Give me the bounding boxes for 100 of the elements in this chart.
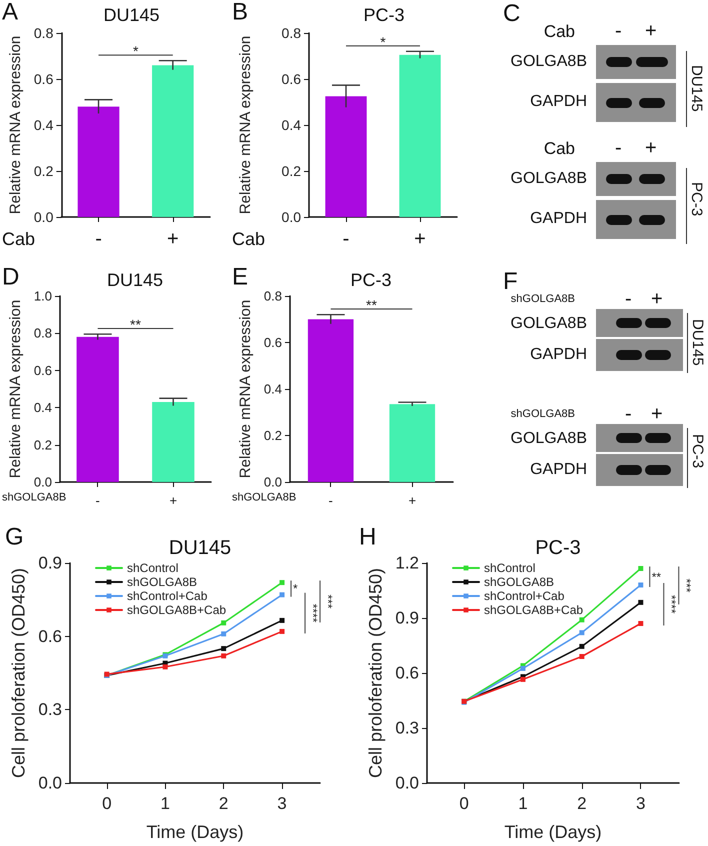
point bbox=[280, 580, 285, 586]
y-tick-label: 1.0 bbox=[34, 288, 52, 304]
y-tick-label: 0.8 bbox=[34, 326, 52, 341]
point bbox=[638, 566, 644, 571]
legend-label: shControl+Cab bbox=[127, 589, 208, 603]
y-tick-label: 0.3 bbox=[395, 718, 419, 738]
point bbox=[638, 621, 644, 626]
annotation: **** bbox=[306, 604, 320, 623]
text: + bbox=[651, 288, 663, 310]
text: GAPDH bbox=[530, 210, 587, 227]
y-tick-label: 0.2 bbox=[34, 163, 54, 179]
x-tick-label: 0 bbox=[459, 794, 469, 813]
point bbox=[638, 600, 644, 605]
text: GAPDH bbox=[530, 93, 587, 110]
text: GAPDH bbox=[530, 461, 587, 478]
text: H bbox=[359, 524, 376, 550]
point bbox=[638, 582, 644, 588]
y-axis-title: Relative mRNA expression bbox=[7, 36, 24, 214]
text: - bbox=[615, 137, 622, 159]
text: - bbox=[615, 20, 622, 42]
x-axis-title: Time (Days) bbox=[504, 822, 602, 842]
x-tick-label: 1 bbox=[518, 794, 528, 813]
text: *** bbox=[321, 594, 336, 609]
point bbox=[520, 676, 526, 682]
y-tick-label: 0.9 bbox=[38, 554, 62, 572]
text: Cab bbox=[544, 22, 575, 40]
y-tick-label: 0.4 bbox=[282, 117, 302, 133]
point bbox=[221, 653, 226, 658]
chart-title: PC-3 bbox=[350, 270, 392, 290]
x-tick-label: + bbox=[414, 228, 426, 250]
text: shGOLGA8B bbox=[510, 408, 575, 420]
y-tick-label: 0.0 bbox=[34, 209, 54, 225]
x-tick-label: + bbox=[166, 228, 179, 250]
point bbox=[221, 620, 226, 626]
text: GOLGA8B bbox=[510, 315, 587, 332]
text: DU145 bbox=[688, 65, 705, 112]
chart-title: DU145 bbox=[106, 270, 164, 290]
x-axis-title: shGOLGA8B bbox=[232, 492, 296, 504]
y-tick-label: 0.0 bbox=[34, 474, 52, 490]
x-tick-label: - bbox=[328, 493, 333, 508]
y-tick-label: 0.6 bbox=[34, 362, 52, 378]
y-axis-title: Relative mRNA expression bbox=[7, 300, 24, 478]
annotation: ** bbox=[130, 316, 142, 333]
text: + bbox=[651, 403, 663, 425]
annotation: * bbox=[293, 582, 298, 596]
y-tick-label: 0.2 bbox=[34, 437, 52, 452]
y-axis-title: Relative mRNA expression bbox=[237, 36, 254, 214]
text: GOLGA8B bbox=[510, 53, 587, 70]
text: - bbox=[625, 403, 632, 425]
text: A bbox=[2, 0, 18, 26]
legend-label: shControl bbox=[484, 561, 536, 575]
x-tick-label: - bbox=[342, 228, 350, 250]
annotation: **** bbox=[664, 594, 679, 614]
point bbox=[280, 628, 285, 634]
y-tick-label: 0.9 bbox=[395, 608, 419, 628]
y-tick-label: 0.0 bbox=[38, 774, 62, 792]
annotation: ** bbox=[652, 570, 662, 584]
x-tick-label: 1 bbox=[160, 794, 170, 813]
chart-title: DU145 bbox=[103, 5, 160, 25]
text: D bbox=[2, 264, 20, 290]
legend-label: shGOLGA8B bbox=[127, 575, 198, 589]
x-tick-label: - bbox=[96, 493, 100, 508]
text: GOLGA8B bbox=[510, 430, 587, 447]
y-tick-label: 0.2 bbox=[264, 428, 282, 443]
y-tick-label: 0.4 bbox=[34, 117, 54, 133]
text: G bbox=[5, 524, 24, 550]
y-tick-label: 0.0 bbox=[395, 774, 419, 792]
text: Cab bbox=[544, 138, 575, 158]
text: + bbox=[645, 20, 657, 42]
annotation: ** bbox=[366, 297, 378, 314]
x-tick-label: + bbox=[169, 493, 178, 508]
point bbox=[280, 592, 285, 598]
chart-title: PC-3 bbox=[363, 5, 405, 25]
text: PC-3 bbox=[689, 434, 706, 468]
x-tick-label: 3 bbox=[636, 794, 646, 813]
text: GOLGA8B bbox=[510, 170, 587, 187]
y-tick-label: 0.2 bbox=[282, 163, 302, 179]
y-tick-label: 0.8 bbox=[34, 25, 54, 41]
text: F bbox=[503, 268, 518, 295]
text: GAPDH bbox=[530, 346, 587, 363]
y-tick-label: 0.4 bbox=[264, 382, 282, 396]
text: B bbox=[232, 0, 248, 26]
chart-title: DU145 bbox=[168, 537, 232, 559]
x-tick-label: - bbox=[95, 228, 102, 250]
chart-title: PC-3 bbox=[535, 537, 581, 559]
y-tick-label: 0.3 bbox=[38, 700, 62, 720]
y-axis-title: Cell proloferation (OD450) bbox=[365, 568, 386, 778]
y-tick-label: 0.6 bbox=[395, 664, 419, 682]
text: DU145 bbox=[689, 319, 706, 366]
x-tick-label: 2 bbox=[218, 794, 228, 813]
y-tick-label: 0.6 bbox=[264, 335, 282, 350]
y-axis-title: Cell proloferation (OD450) bbox=[8, 568, 28, 778]
legend-label: shControl+Cab bbox=[484, 589, 565, 603]
annotation: * bbox=[132, 43, 139, 60]
text: - bbox=[625, 288, 632, 310]
y-tick-label: 0.6 bbox=[282, 71, 302, 87]
text: *** bbox=[680, 578, 694, 593]
x-tick-label: + bbox=[408, 493, 416, 508]
x-axis-title: Cab bbox=[2, 229, 36, 249]
point bbox=[221, 646, 226, 652]
